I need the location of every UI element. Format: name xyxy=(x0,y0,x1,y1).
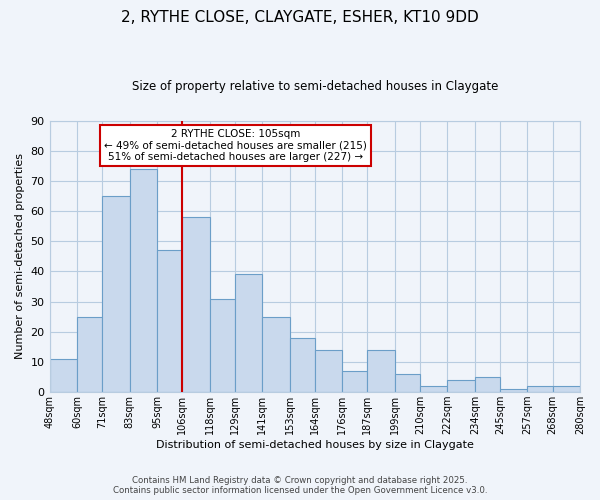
Bar xyxy=(420,386,448,392)
Bar xyxy=(475,377,500,392)
Bar xyxy=(527,386,553,392)
Bar xyxy=(50,359,77,392)
X-axis label: Distribution of semi-detached houses by size in Claygate: Distribution of semi-detached houses by … xyxy=(156,440,474,450)
Bar xyxy=(262,316,290,392)
Bar xyxy=(367,350,395,392)
Bar xyxy=(130,169,157,392)
Bar xyxy=(102,196,130,392)
Bar xyxy=(500,389,527,392)
Bar xyxy=(448,380,475,392)
Bar xyxy=(342,371,367,392)
Text: 2 RYTHE CLOSE: 105sqm
← 49% of semi-detached houses are smaller (215)
51% of sem: 2 RYTHE CLOSE: 105sqm ← 49% of semi-deta… xyxy=(104,128,367,162)
Title: Size of property relative to semi-detached houses in Claygate: Size of property relative to semi-detach… xyxy=(131,80,498,93)
Bar xyxy=(182,217,209,392)
Bar xyxy=(209,298,235,392)
Text: Contains HM Land Registry data © Crown copyright and database right 2025.
Contai: Contains HM Land Registry data © Crown c… xyxy=(113,476,487,495)
Bar xyxy=(235,274,262,392)
Text: 2, RYTHE CLOSE, CLAYGATE, ESHER, KT10 9DD: 2, RYTHE CLOSE, CLAYGATE, ESHER, KT10 9D… xyxy=(121,10,479,25)
Bar xyxy=(290,338,315,392)
Bar xyxy=(315,350,342,392)
Bar xyxy=(157,250,182,392)
Bar xyxy=(395,374,420,392)
Bar xyxy=(553,386,580,392)
Bar xyxy=(77,316,102,392)
Y-axis label: Number of semi-detached properties: Number of semi-detached properties xyxy=(15,154,25,360)
